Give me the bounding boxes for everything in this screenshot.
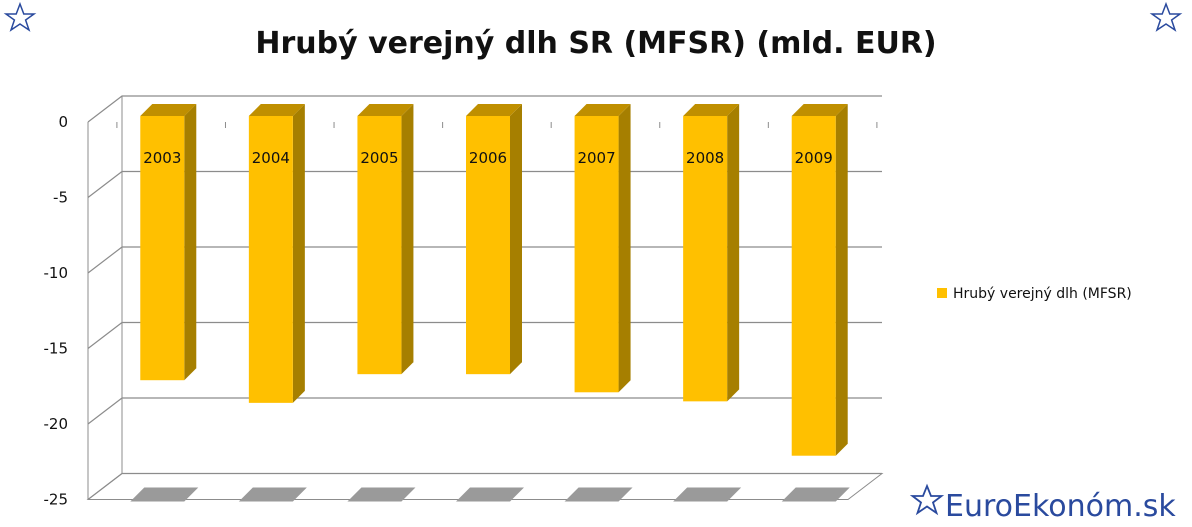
bar-top <box>357 104 414 116</box>
x-tick-label: 2007 <box>577 149 615 167</box>
y-tick-label: -25 <box>44 491 69 509</box>
bar <box>140 116 185 381</box>
y-tick-label: 0 <box>58 113 68 131</box>
bar-shadow <box>347 487 416 502</box>
bar <box>574 116 619 393</box>
bar-top <box>140 104 197 116</box>
bars <box>140 104 848 456</box>
floor-shadows <box>130 487 850 502</box>
bar-side <box>401 104 414 375</box>
brand-logo: EuroEkonóm.sk <box>909 483 1176 524</box>
bar <box>466 116 510 375</box>
x-tick-label: 2005 <box>360 149 398 167</box>
chart-title: Hrubý verejný dlh SR (MFSR) (mld. EUR) <box>255 26 936 61</box>
bar-side <box>835 104 848 456</box>
bar-top <box>683 104 740 116</box>
bar-shadow <box>781 487 850 502</box>
x-tick-label: 2008 <box>686 149 724 167</box>
bar-side <box>510 104 522 375</box>
bar-shadow <box>564 487 633 502</box>
bar-top <box>791 104 848 116</box>
bar-top <box>574 104 631 116</box>
bar-side <box>184 104 197 381</box>
bar-shadow <box>673 487 742 502</box>
x-tick-label: 2006 <box>469 149 507 167</box>
x-axis-categories: 2003 2004 2005 2006 2007 2008 2009 <box>143 149 833 167</box>
star-icon-top-right <box>1149 1 1183 32</box>
y-tick-label: -10 <box>44 264 69 282</box>
y-tick-label: -20 <box>44 415 69 433</box>
bar <box>357 116 402 375</box>
star-icon-top-left <box>3 1 37 32</box>
bar-top <box>248 104 305 116</box>
y-tick-label: -15 <box>44 340 69 358</box>
legend-label: Hrubý verejný dlh (MFSR) <box>953 286 1132 302</box>
bar <box>791 116 836 456</box>
x-tick-label: 2003 <box>143 149 181 167</box>
x-tick-label: 2004 <box>252 149 290 167</box>
bar <box>683 116 728 402</box>
bar-shadow <box>456 487 524 502</box>
grid-lines <box>86 95 884 500</box>
y-axis-ticks: 0 -5 -10 -15 -20 -25 <box>44 113 69 509</box>
star-icon <box>909 483 945 516</box>
bar-shadow <box>130 487 199 502</box>
y-tick-label: -5 <box>53 189 68 207</box>
gridline <box>87 397 882 425</box>
bar-side <box>727 104 740 402</box>
bar-shadow <box>238 487 307 502</box>
legend-swatch <box>937 288 947 298</box>
bar-side <box>292 104 305 403</box>
brand-text: EuroEkonóm.sk <box>945 489 1176 524</box>
bar-side <box>618 104 631 393</box>
x-tick-label: 2009 <box>795 149 833 167</box>
bar-top <box>466 104 522 116</box>
legend: Hrubý verejný dlh (MFSR) <box>937 286 1132 302</box>
bar <box>248 116 293 403</box>
